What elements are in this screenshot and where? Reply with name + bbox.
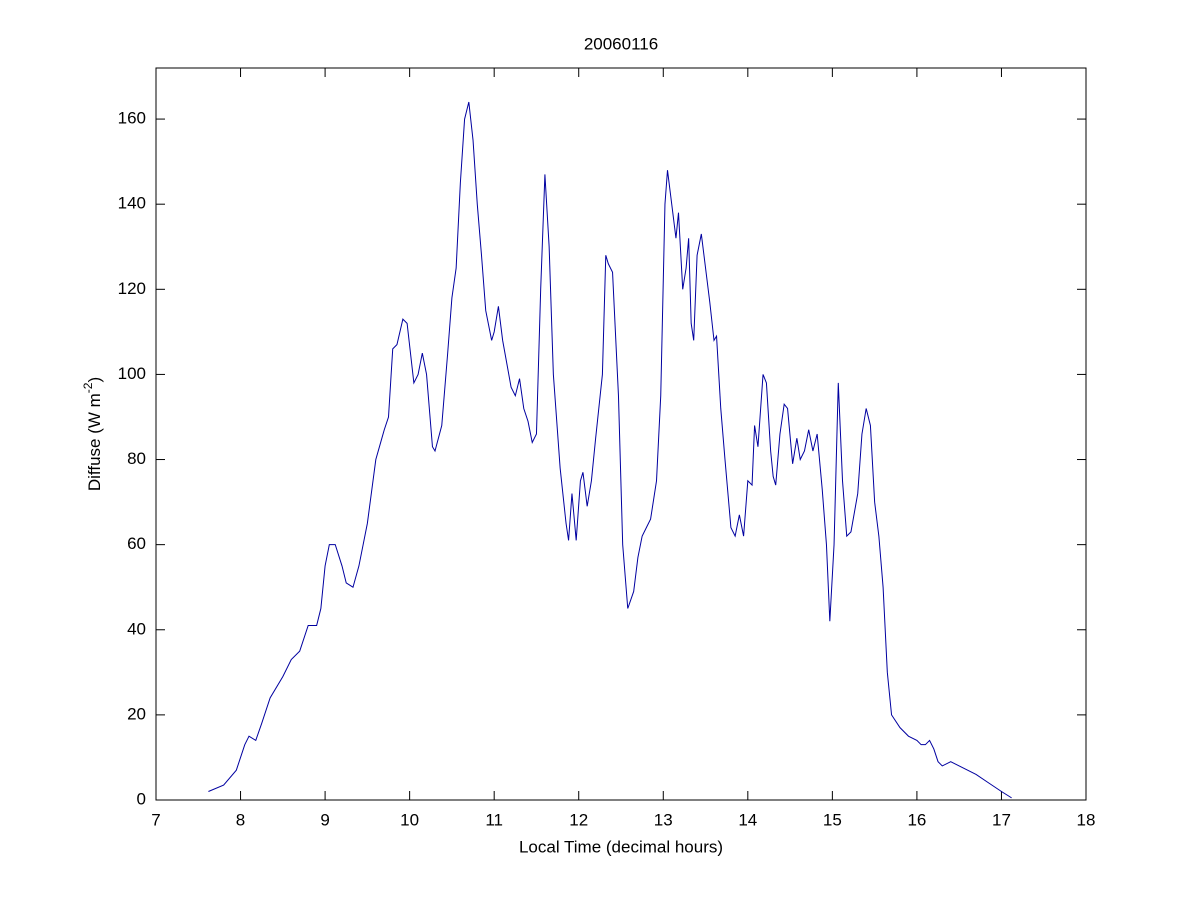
y-tick-label: 140 [118,194,146,213]
x-tick-label: 8 [236,810,245,829]
x-tick-label: 10 [400,810,419,829]
x-tick-label: 11 [485,810,503,829]
y-axis-label-main: Diffuse (W m [85,393,104,491]
y-tick-label: 0 [137,789,146,808]
y-axis-label-end: ) [85,377,104,383]
x-tick-label: 14 [738,810,757,829]
x-axis-label: Local Time (decimal hours) [519,837,723,856]
x-tick-label: 16 [907,810,926,829]
x-tick-label: 18 [1077,810,1096,829]
x-tick-label: 13 [654,810,673,829]
chart-title: 20060116 [584,34,658,53]
y-tick-label: 20 [127,704,146,723]
y-tick-label: 40 [127,619,146,638]
x-tick-label: 12 [569,810,588,829]
x-tick-label: 15 [823,810,842,829]
y-tick-label: 100 [118,364,146,383]
y-axis-label: Diffuse (W m-2) [81,377,104,491]
y-tick-label: 80 [127,449,146,468]
x-tick-label: 17 [992,810,1011,829]
y-tick-label: 60 [127,534,146,553]
data-line [208,101,1012,799]
x-tick-label: 9 [320,810,329,829]
y-tick-label: 120 [118,279,146,298]
plot-frame [155,67,1087,801]
y-tick-label: 160 [118,109,146,128]
x-tick-label: 7 [151,810,160,829]
y-axis-label-superscript: -2 [81,382,95,393]
